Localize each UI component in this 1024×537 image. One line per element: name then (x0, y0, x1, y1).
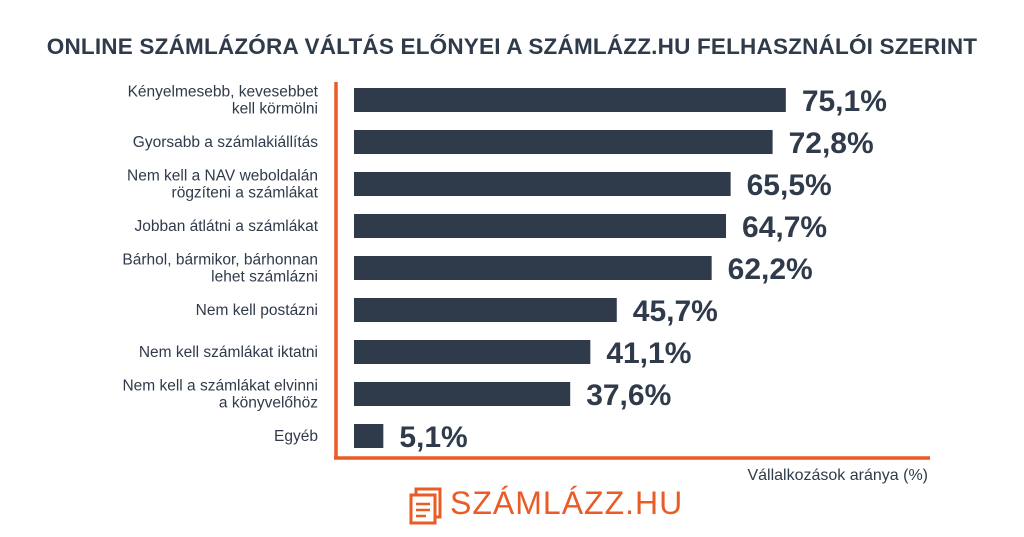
bar (354, 382, 571, 406)
bar (354, 298, 617, 322)
category-label-line: Bárhol, bármikor, bárhonnan (122, 252, 318, 269)
category-label: Nem kell számlákat iktatni (139, 344, 318, 361)
category-label: Nem kell a NAV weboldalán rögzíteni a szá… (127, 168, 319, 202)
category-label-line: Kényelmesebb, kevesebbet (128, 84, 319, 101)
bar (354, 130, 773, 154)
value-label: 65,5% (747, 169, 832, 202)
value-label: 5,1% (399, 421, 467, 454)
x-axis-title: Vállalkozások aránya (%) (747, 467, 928, 484)
category-label: Bárhol, bármikor, bárhonnan lehet számláz… (122, 252, 318, 286)
value-label: 37,6% (586, 379, 671, 412)
brand-logo-text: SZÁMLÁZZ.HU (450, 485, 684, 521)
bar (354, 340, 591, 364)
value-label: 62,2% (728, 253, 813, 286)
category-label: Gyorsabb a számlakiállítás (133, 134, 318, 151)
value-label: 45,7% (633, 295, 718, 328)
category-label: Nem kell a számlákat elvinni a könyvelőhö… (122, 378, 318, 412)
category-label-line: Nem kell számlákat iktatni (139, 344, 318, 361)
category-label-line: Jobban átlátni a számlákat (134, 218, 318, 235)
bar (354, 214, 727, 238)
value-label: 41,1% (606, 337, 691, 370)
document-stack-icon (409, 487, 442, 525)
category-label-line: Nem kell postázni (196, 302, 318, 319)
category-label-line: Gyorsabb a számlakiállítás (133, 134, 318, 151)
category-label-line: Egyéb (274, 428, 318, 445)
chart-title: ONLINE SZÁMLÁZÓRA VÁLTÁS ELŐNYEI A SZÁML… (46, 34, 978, 59)
category-label-line: lehet számlázni (211, 269, 318, 286)
bar (354, 424, 384, 448)
category-label-line: kell körmölni (232, 101, 318, 118)
category-label-line: a könyvelőhöz (219, 395, 318, 412)
category-label-line: Nem kell a NAV weboldalán (127, 168, 318, 185)
category-label: Egyéb (274, 428, 318, 445)
value-label: 64,7% (742, 211, 827, 244)
category-label: Jobban átlátni a számlákat (134, 218, 318, 235)
value-label: 72,8% (789, 127, 874, 160)
category-label-line: rögzíteni a számlákat (172, 185, 319, 202)
category-label-line: Nem kell a számlákat elvinni (122, 378, 318, 395)
category-label: Kényelmesebb, kevesebbet kell körmölni (128, 84, 319, 118)
category-label: Nem kell postázni (196, 302, 318, 319)
bar (354, 88, 786, 112)
bar (354, 256, 712, 280)
value-label: 75,1% (802, 85, 887, 118)
bar (354, 172, 731, 196)
